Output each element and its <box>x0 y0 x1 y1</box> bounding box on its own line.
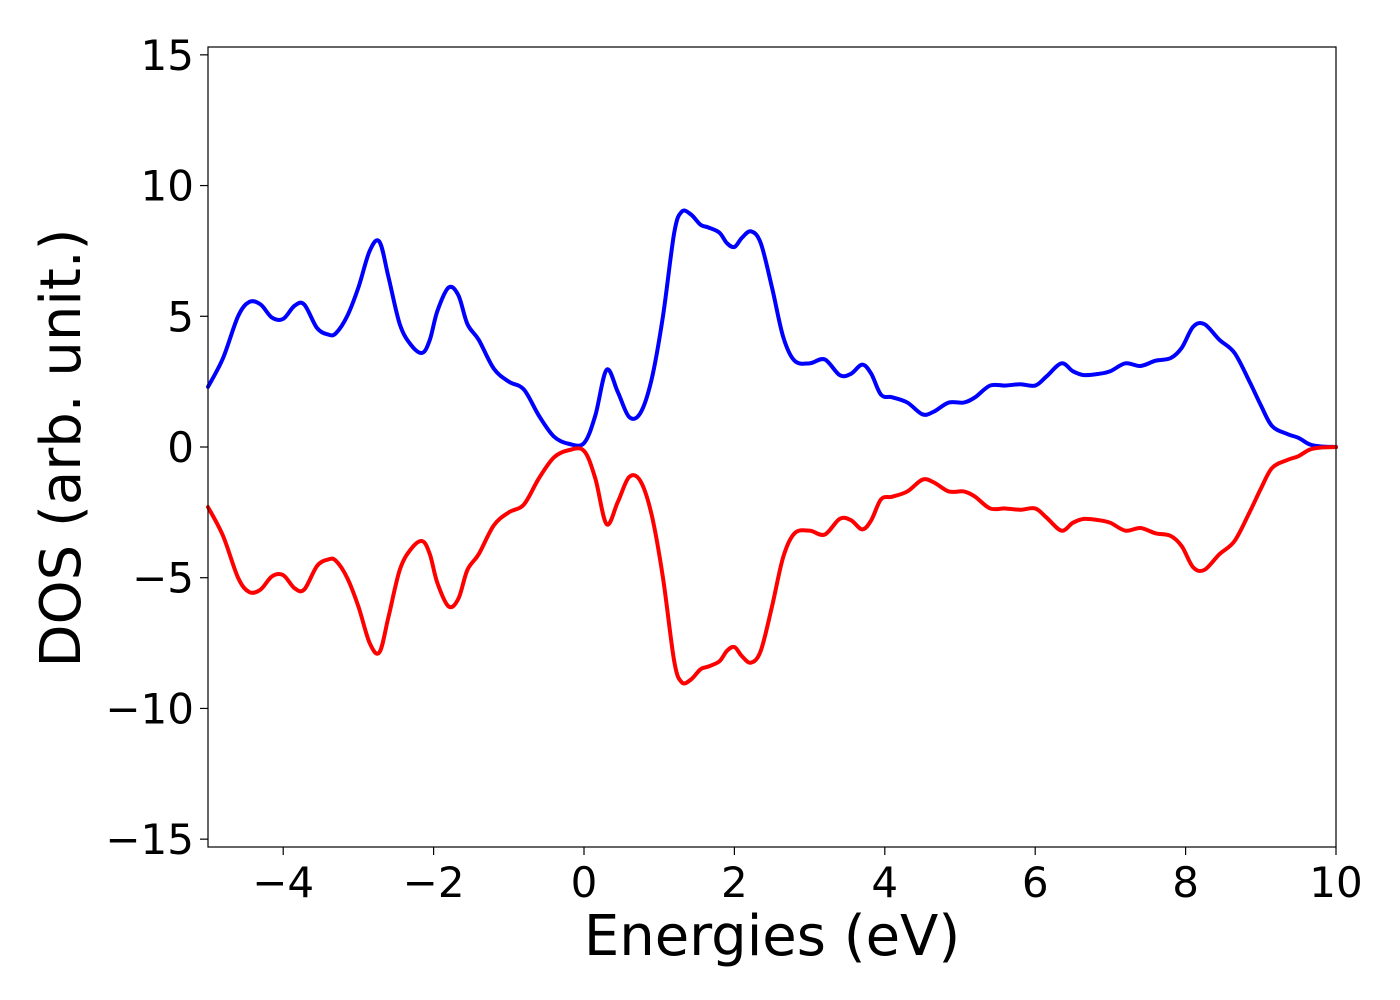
y-tick-label: 15 <box>141 31 194 80</box>
x-tick-label: 10 <box>1309 858 1362 907</box>
x-tick-label: 2 <box>721 858 748 907</box>
y-axis-ticks: 15 10 5 0 −5 −10 −15 <box>105 31 208 864</box>
x-tick-label: 4 <box>871 858 898 907</box>
series-line-2 <box>206 445 1338 686</box>
x-tick-label: 8 <box>1172 858 1199 907</box>
x-tick-label: 6 <box>1022 858 1049 907</box>
x-tick-label: 0 <box>571 858 598 907</box>
y-tick-label: −5 <box>132 554 194 603</box>
x-tick-label: −4 <box>252 858 314 907</box>
y-tick-label: 10 <box>141 162 194 211</box>
y-tick-label: 5 <box>167 292 194 341</box>
x-tick-label: −2 <box>403 858 465 907</box>
y-tick-label: −15 <box>105 815 194 864</box>
series-layer <box>206 208 1338 686</box>
y-tick-label: 0 <box>167 423 194 472</box>
x-axis-label: Energies (eV) <box>584 904 960 969</box>
y-tick-label: −10 <box>105 684 194 733</box>
plot-frame <box>207 46 1337 848</box>
y-axis-label: DOS (arb. unit.) <box>29 228 94 667</box>
x-axis-ticks: −4 −2 0 2 4 6 8 10 <box>252 847 1363 907</box>
series-line-1 <box>206 208 1338 449</box>
